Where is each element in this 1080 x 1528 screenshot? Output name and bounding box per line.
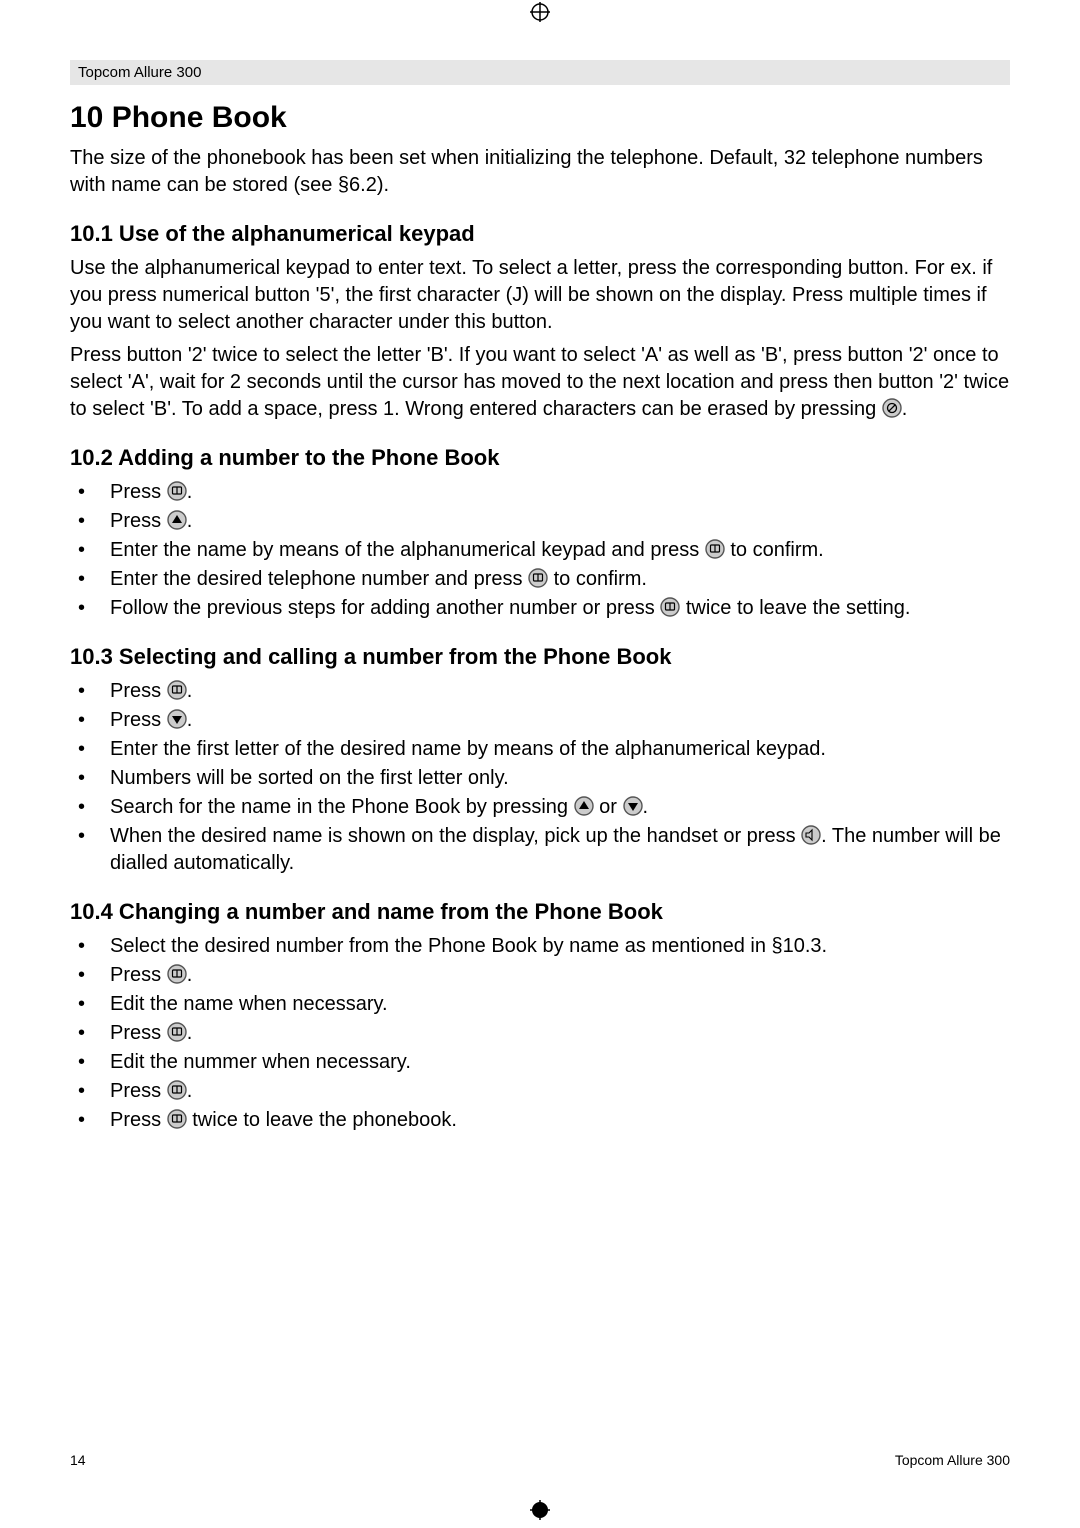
list-item: Follow the previous steps for adding ano…	[70, 595, 1010, 622]
intro-text: The size of the phonebook has been set w…	[70, 145, 1010, 199]
list-item: Edit the name when necessary.	[70, 991, 1010, 1018]
book-icon	[167, 1080, 187, 1100]
s101-p1: Use the alphanumerical keypad to enter t…	[70, 255, 1010, 336]
text: Follow the previous steps for adding ano…	[110, 597, 660, 619]
list-item: Press .	[70, 678, 1010, 705]
crop-mark-top-icon	[530, 2, 550, 28]
heading-10-4: 10.4 Changing a number and name from the…	[70, 899, 1010, 925]
down-icon	[167, 709, 187, 729]
list-item: Press .	[70, 707, 1010, 734]
text: Enter the name by means of the alphanume…	[110, 539, 705, 561]
list-item: Enter the name by means of the alphanume…	[70, 537, 1010, 564]
cancel-icon	[882, 398, 902, 418]
text: Press	[110, 1022, 167, 1044]
page: Topcom Allure 300 10 Phone Book The size…	[0, 0, 1080, 1528]
header-product: Topcom Allure 300	[78, 64, 201, 81]
text: Press	[110, 680, 167, 702]
book-icon	[660, 597, 680, 617]
list-item: Press .	[70, 962, 1010, 989]
footer: 14 Topcom Allure 300	[70, 1452, 1010, 1468]
header-band: Topcom Allure 300	[70, 60, 1010, 85]
list-item: Enter the first letter of the desired na…	[70, 736, 1010, 763]
list-item: Press .	[70, 1078, 1010, 1105]
list-item: Enter the desired telephone number and p…	[70, 566, 1010, 593]
text: .	[187, 1080, 193, 1102]
crop-mark-bottom-icon	[530, 1500, 550, 1526]
section-title: 10 Phone Book	[70, 101, 1010, 135]
book-icon	[167, 481, 187, 501]
speaker-icon	[801, 825, 821, 845]
text: Press	[110, 709, 167, 731]
page-number: 14	[70, 1452, 86, 1468]
text: .	[187, 709, 193, 731]
list-item: Press .	[70, 479, 1010, 506]
text: Search for the name in the Phone Book by…	[110, 796, 574, 818]
book-icon	[167, 1022, 187, 1042]
text: to confirm.	[548, 568, 647, 590]
list-item: Press .	[70, 1020, 1010, 1047]
text: Press	[110, 964, 167, 986]
list-item: Numbers will be sorted on the first lett…	[70, 765, 1010, 792]
down-icon	[623, 796, 643, 816]
text: Press	[110, 1080, 167, 1102]
text: or	[594, 796, 623, 818]
text: Press	[110, 510, 167, 532]
list-10-4: Select the desired number from the Phone…	[70, 933, 1010, 1134]
text: Enter the desired telephone number and p…	[110, 568, 528, 590]
text: to confirm.	[725, 539, 824, 561]
list-item: Edit the nummer when necessary.	[70, 1049, 1010, 1076]
text: Enter the first letter of the desired na…	[110, 738, 826, 760]
text: .	[643, 796, 649, 818]
text: Numbers will be sorted on the first lett…	[110, 767, 509, 789]
list-item: Search for the name in the Phone Book by…	[70, 794, 1010, 821]
text: Press	[110, 481, 167, 503]
text: .	[187, 964, 193, 986]
s101-p2a: Press button '2' twice to select the let…	[70, 344, 1009, 420]
list-10-2: Press . Press . Enter the name by means …	[70, 479, 1010, 622]
heading-10-3: 10.3 Selecting and calling a number from…	[70, 644, 1010, 670]
list-item: Press .	[70, 508, 1010, 535]
footer-product: Topcom Allure 300	[895, 1452, 1010, 1468]
book-icon	[167, 964, 187, 984]
text: When the desired name is shown on the di…	[110, 825, 801, 847]
text: Press	[110, 1109, 167, 1131]
heading-10-1: 10.1 Use of the alphanumerical keypad	[70, 221, 1010, 247]
text: twice to leave the phonebook.	[187, 1109, 457, 1131]
text: twice to leave the setting.	[680, 597, 910, 619]
book-icon	[705, 539, 725, 559]
text: Select the desired number from the Phone…	[110, 935, 827, 957]
text: Edit the name when necessary.	[110, 993, 388, 1015]
heading-10-2: 10.2 Adding a number to the Phone Book	[70, 445, 1010, 471]
list-10-3: Press . Press . Enter the first letter o…	[70, 678, 1010, 877]
text: .	[187, 510, 193, 532]
text: .	[187, 1022, 193, 1044]
text: Edit the nummer when necessary.	[110, 1051, 411, 1073]
book-icon	[167, 680, 187, 700]
text: .	[187, 680, 193, 702]
book-icon	[167, 1109, 187, 1129]
up-icon	[574, 796, 594, 816]
list-item: When the desired name is shown on the di…	[70, 823, 1010, 877]
list-item: Press twice to leave the phonebook.	[70, 1107, 1010, 1134]
up-icon	[167, 510, 187, 530]
book-icon	[528, 568, 548, 588]
list-item: Select the desired number from the Phone…	[70, 933, 1010, 960]
s101-p2: Press button '2' twice to select the let…	[70, 342, 1010, 423]
text: .	[187, 481, 193, 503]
s101-p2b: .	[902, 398, 908, 420]
